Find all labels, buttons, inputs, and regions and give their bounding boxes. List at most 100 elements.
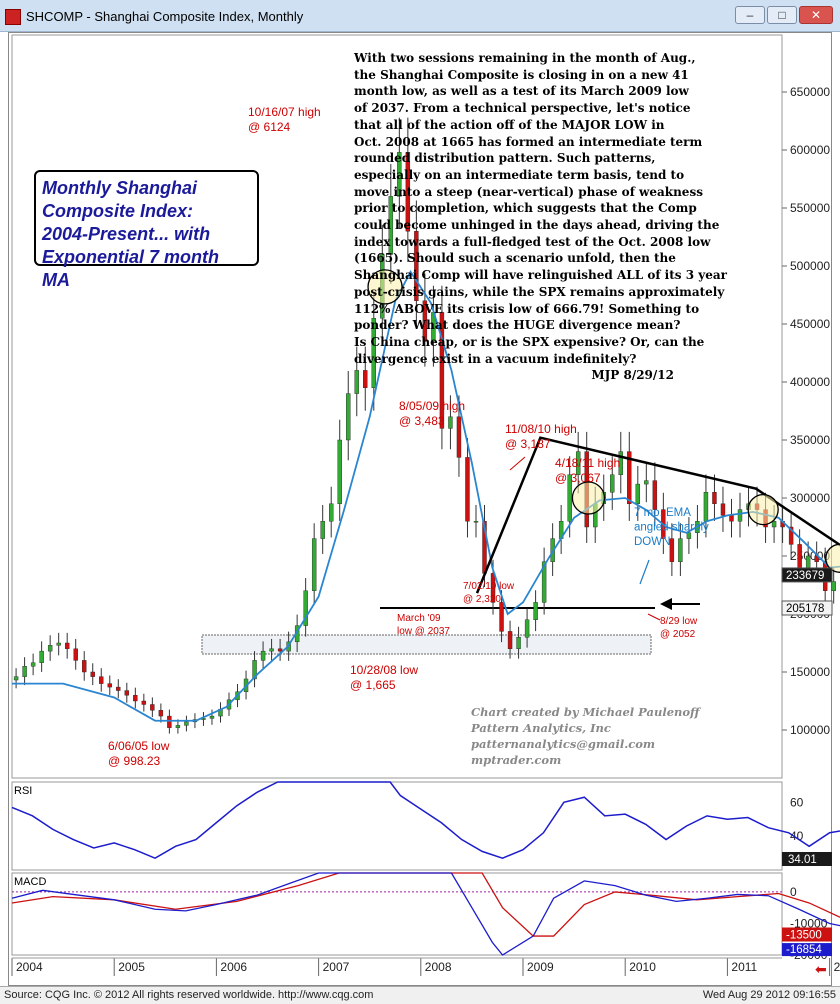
x-tick-label: 2012 — [834, 960, 840, 974]
macd-tick-label: 0 — [790, 885, 797, 899]
candle-body — [99, 676, 104, 684]
candle-body — [124, 690, 130, 696]
commentary-line: With two sessions remaining in the month… — [354, 51, 696, 65]
x-tick-label: 2009 — [527, 960, 554, 974]
rsi-tick-label: 60 — [790, 795, 804, 809]
rsi-current-value: 34.01 — [788, 854, 817, 866]
annotation-2010-low-label: 7/02/10 low — [463, 581, 515, 592]
status-source: Source: CQG Inc. © 2012 All rights reser… — [4, 989, 374, 1001]
close-button[interactable]: ✕ — [799, 6, 833, 24]
macd-pane — [11, 872, 783, 956]
candle-body — [175, 725, 181, 728]
annotation-ema-label: 7 mo. EMA — [634, 507, 691, 519]
minimize-button[interactable]: – — [735, 6, 765, 24]
macd-badge — [782, 943, 832, 957]
commentary-line: of 2037. From a technical perspective, l… — [354, 101, 691, 116]
candle-body — [311, 538, 317, 591]
chart-info-box: Monthly Shanghai Composite Index: 2004-P… — [34, 170, 259, 290]
x-tick-label: 2006 — [220, 960, 247, 974]
y-tick-label: 400000 — [790, 375, 830, 389]
commentary-line: (1665). Should such a scenario unfold, t… — [354, 251, 676, 266]
candle-body — [499, 602, 504, 632]
candle-body — [533, 602, 538, 621]
info-line: Exponential 7 month MA — [42, 247, 220, 290]
price-badge — [781, 600, 833, 616]
candle-body — [107, 683, 112, 688]
candle-body — [116, 686, 121, 691]
candle-body — [737, 509, 743, 522]
annotation-2009-low-value: low @ 2037 — [397, 626, 450, 637]
commentary-line: especially on an intermediate term basis… — [354, 167, 685, 182]
info-line: 2004-Present... with — [42, 224, 211, 244]
candle-body — [439, 312, 445, 429]
candle-body — [414, 230, 419, 301]
y-tick-label: 500000 — [790, 259, 830, 273]
candle-body — [516, 637, 521, 650]
candle-body — [405, 152, 411, 232]
commentary-line: move into a steep (near-vertical) phase … — [354, 184, 703, 199]
price-badge-value: 205178 — [786, 603, 824, 615]
candle-body — [703, 492, 709, 522]
highlight-circle — [367, 269, 403, 305]
candle-body — [456, 416, 462, 458]
window-title: SHCOMP - Shanghai Composite Index, Month… — [26, 9, 304, 24]
candle-body — [303, 590, 308, 626]
rsi-label: RSI — [14, 785, 32, 797]
annotation-2005-low-label: 6/06/05 low — [108, 739, 170, 753]
credit-email: patternanalytics@gmail.com — [471, 737, 656, 751]
candle-body — [56, 642, 61, 646]
annotation-pointer — [647, 613, 661, 621]
candle-body — [831, 581, 836, 592]
candle-body — [82, 660, 87, 673]
price-pane — [11, 34, 783, 779]
candle-body — [686, 532, 692, 539]
candle-body — [720, 503, 726, 516]
commentary-text: With two sessions remaining in the month… — [354, 50, 774, 384]
candle-body — [209, 715, 215, 719]
candle-body — [490, 573, 496, 603]
candle-body — [541, 561, 547, 603]
candle-body — [354, 370, 359, 394]
maximize-button[interactable]: □ — [767, 6, 797, 24]
candle-body — [346, 393, 351, 441]
candle-body — [771, 521, 777, 528]
commentary-line: Shanghai Comp will have relinguished ALL… — [354, 268, 727, 283]
commentary-line: Is China cheap, or is the SPX expensive?… — [354, 334, 705, 349]
candle-body — [610, 474, 615, 493]
macd-current-value: -16854 — [786, 944, 822, 956]
commentary-line: month low, as well as a test of its Marc… — [354, 84, 689, 99]
candle-body — [473, 521, 479, 523]
commentary-line: 112% ABOVE its crisis low of 666.79! Som… — [354, 301, 700, 316]
rsi-pane — [11, 781, 783, 871]
annotation-2010-low-value: @ 2,320 — [463, 594, 501, 605]
candle-body — [158, 710, 164, 717]
commentary-line: divergence exist in a vacuum indefinitel… — [354, 351, 637, 366]
ema-note-pointer — [639, 559, 650, 585]
candle-body — [269, 648, 274, 652]
candle-body — [627, 451, 632, 505]
candle-body — [337, 439, 342, 504]
credit-site: mptrader.com — [471, 753, 562, 767]
price-badge — [781, 567, 833, 583]
candle-body — [465, 457, 470, 522]
candle-body — [652, 480, 658, 510]
commentary-line: post-crisis gains, while the SPX remains… — [354, 284, 725, 299]
annotation-current-low-label: 8/29 low — [660, 616, 698, 627]
annotation-ema-value: angled sharply — [634, 522, 709, 534]
annotation-2005-low-value: @ 998.23 — [108, 754, 161, 768]
scroll-arrow-icon: ⬅ — [815, 962, 827, 978]
candle-body — [618, 451, 623, 476]
candle-body — [141, 700, 147, 705]
macd-signal-badge — [782, 927, 832, 942]
candle-body — [797, 544, 802, 568]
commentary-line: ponder? What does the HUGE divergence me… — [354, 318, 681, 333]
candle-body — [73, 648, 78, 661]
candle-body — [678, 538, 683, 562]
candle-body — [635, 483, 641, 504]
y-tick-label: 450000 — [790, 317, 830, 331]
credit-line: Chart created by Michael Paulenoff — [471, 705, 700, 719]
annotation-2010-high-label: 11/08/10 high — [505, 422, 577, 436]
candle-body — [669, 538, 675, 562]
candle-body — [524, 619, 530, 638]
